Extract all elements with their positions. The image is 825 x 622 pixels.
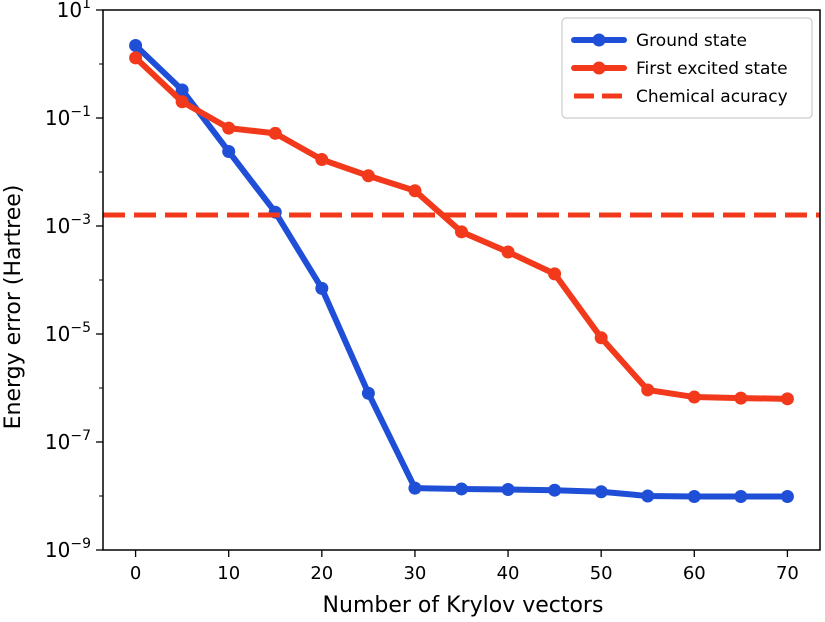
data-point-ground-state (641, 489, 655, 503)
legend-label-ground-state: Ground state (636, 31, 747, 51)
data-point-first-excited-state (315, 153, 329, 167)
legend-label-chemical-acuracy: Chemical acuracy (636, 87, 788, 107)
x-tick-label: 0 (130, 563, 141, 584)
legend-box (561, 17, 813, 119)
legend-item-chemical-acuracy: Chemical acuracy (574, 87, 788, 107)
data-point-first-excited-state (455, 225, 468, 239)
data-point-ground-state (175, 83, 189, 97)
data-point-first-excited-state (408, 184, 422, 198)
data-point-first-excited-state (548, 267, 562, 281)
data-point-ground-state (548, 483, 562, 497)
data-point-first-excited-state (641, 383, 655, 397)
axes-layer: 0 10 20 30 40 50 60 70 10−9 10−7 10−5 10−3 10−1 101 (45, 0, 821, 584)
data-point-ground-state (455, 482, 468, 496)
x-tick-label: 30 (403, 563, 426, 584)
data-point-first-excited-state (501, 245, 515, 259)
series-points-ground-state (129, 39, 794, 503)
data-point-first-excited-state (687, 390, 701, 404)
x-tick-label: 60 (683, 563, 706, 584)
data-point-first-excited-state (594, 331, 608, 345)
x-tick-label: 10 (217, 563, 240, 584)
data-point-ground-state (222, 144, 236, 158)
legend-item-first-excited-state: First excited state (571, 59, 788, 79)
data-point-ground-state (129, 39, 143, 53)
y-tick-label: 10−3 (45, 212, 91, 238)
legend-item-ground-state: Ground state (571, 31, 747, 51)
x-tick-label: 20 (310, 563, 333, 584)
legend-marker-ground-state (592, 33, 606, 47)
y-axis-label: Energy error (Hartree) (1, 185, 26, 430)
y-tick-label: 10−7 (45, 428, 91, 454)
legend-marker-first-excited-state (592, 61, 606, 75)
data-point-ground-state (361, 386, 375, 400)
data-point-ground-state (408, 481, 422, 495)
data-point-first-excited-state (780, 392, 794, 406)
x-tick-label: 70 (776, 563, 799, 584)
legend: Ground state First excited state Chemical … (561, 17, 813, 119)
plot-layer (103, 39, 820, 503)
series-points-first-excited-state (129, 51, 794, 406)
data-point-ground-state (780, 489, 794, 503)
data-point-first-excited-state (361, 169, 375, 183)
y-tick-label: 10−1 (45, 104, 91, 130)
data-point-ground-state (501, 482, 515, 496)
x-tick-label: 50 (590, 563, 613, 584)
data-point-first-excited-state (268, 126, 282, 140)
legend-label-first-excited-state: First excited state (636, 59, 788, 79)
data-point-ground-state (687, 489, 701, 503)
x-tick-label: 40 (497, 563, 520, 584)
data-point-first-excited-state (734, 391, 748, 405)
data-point-first-excited-state (222, 121, 236, 135)
data-point-first-excited-state (129, 51, 143, 65)
data-point-ground-state (594, 485, 608, 499)
y-tick-label: 10−9 (45, 536, 91, 562)
x-axis-label: Number of Krylov vectors (323, 593, 604, 618)
data-point-first-excited-state (175, 95, 189, 109)
y-tick-label: 101 (57, 0, 91, 22)
data-point-ground-state (734, 489, 748, 503)
y-tick-label: 10−5 (45, 320, 91, 346)
data-point-ground-state (315, 281, 329, 295)
